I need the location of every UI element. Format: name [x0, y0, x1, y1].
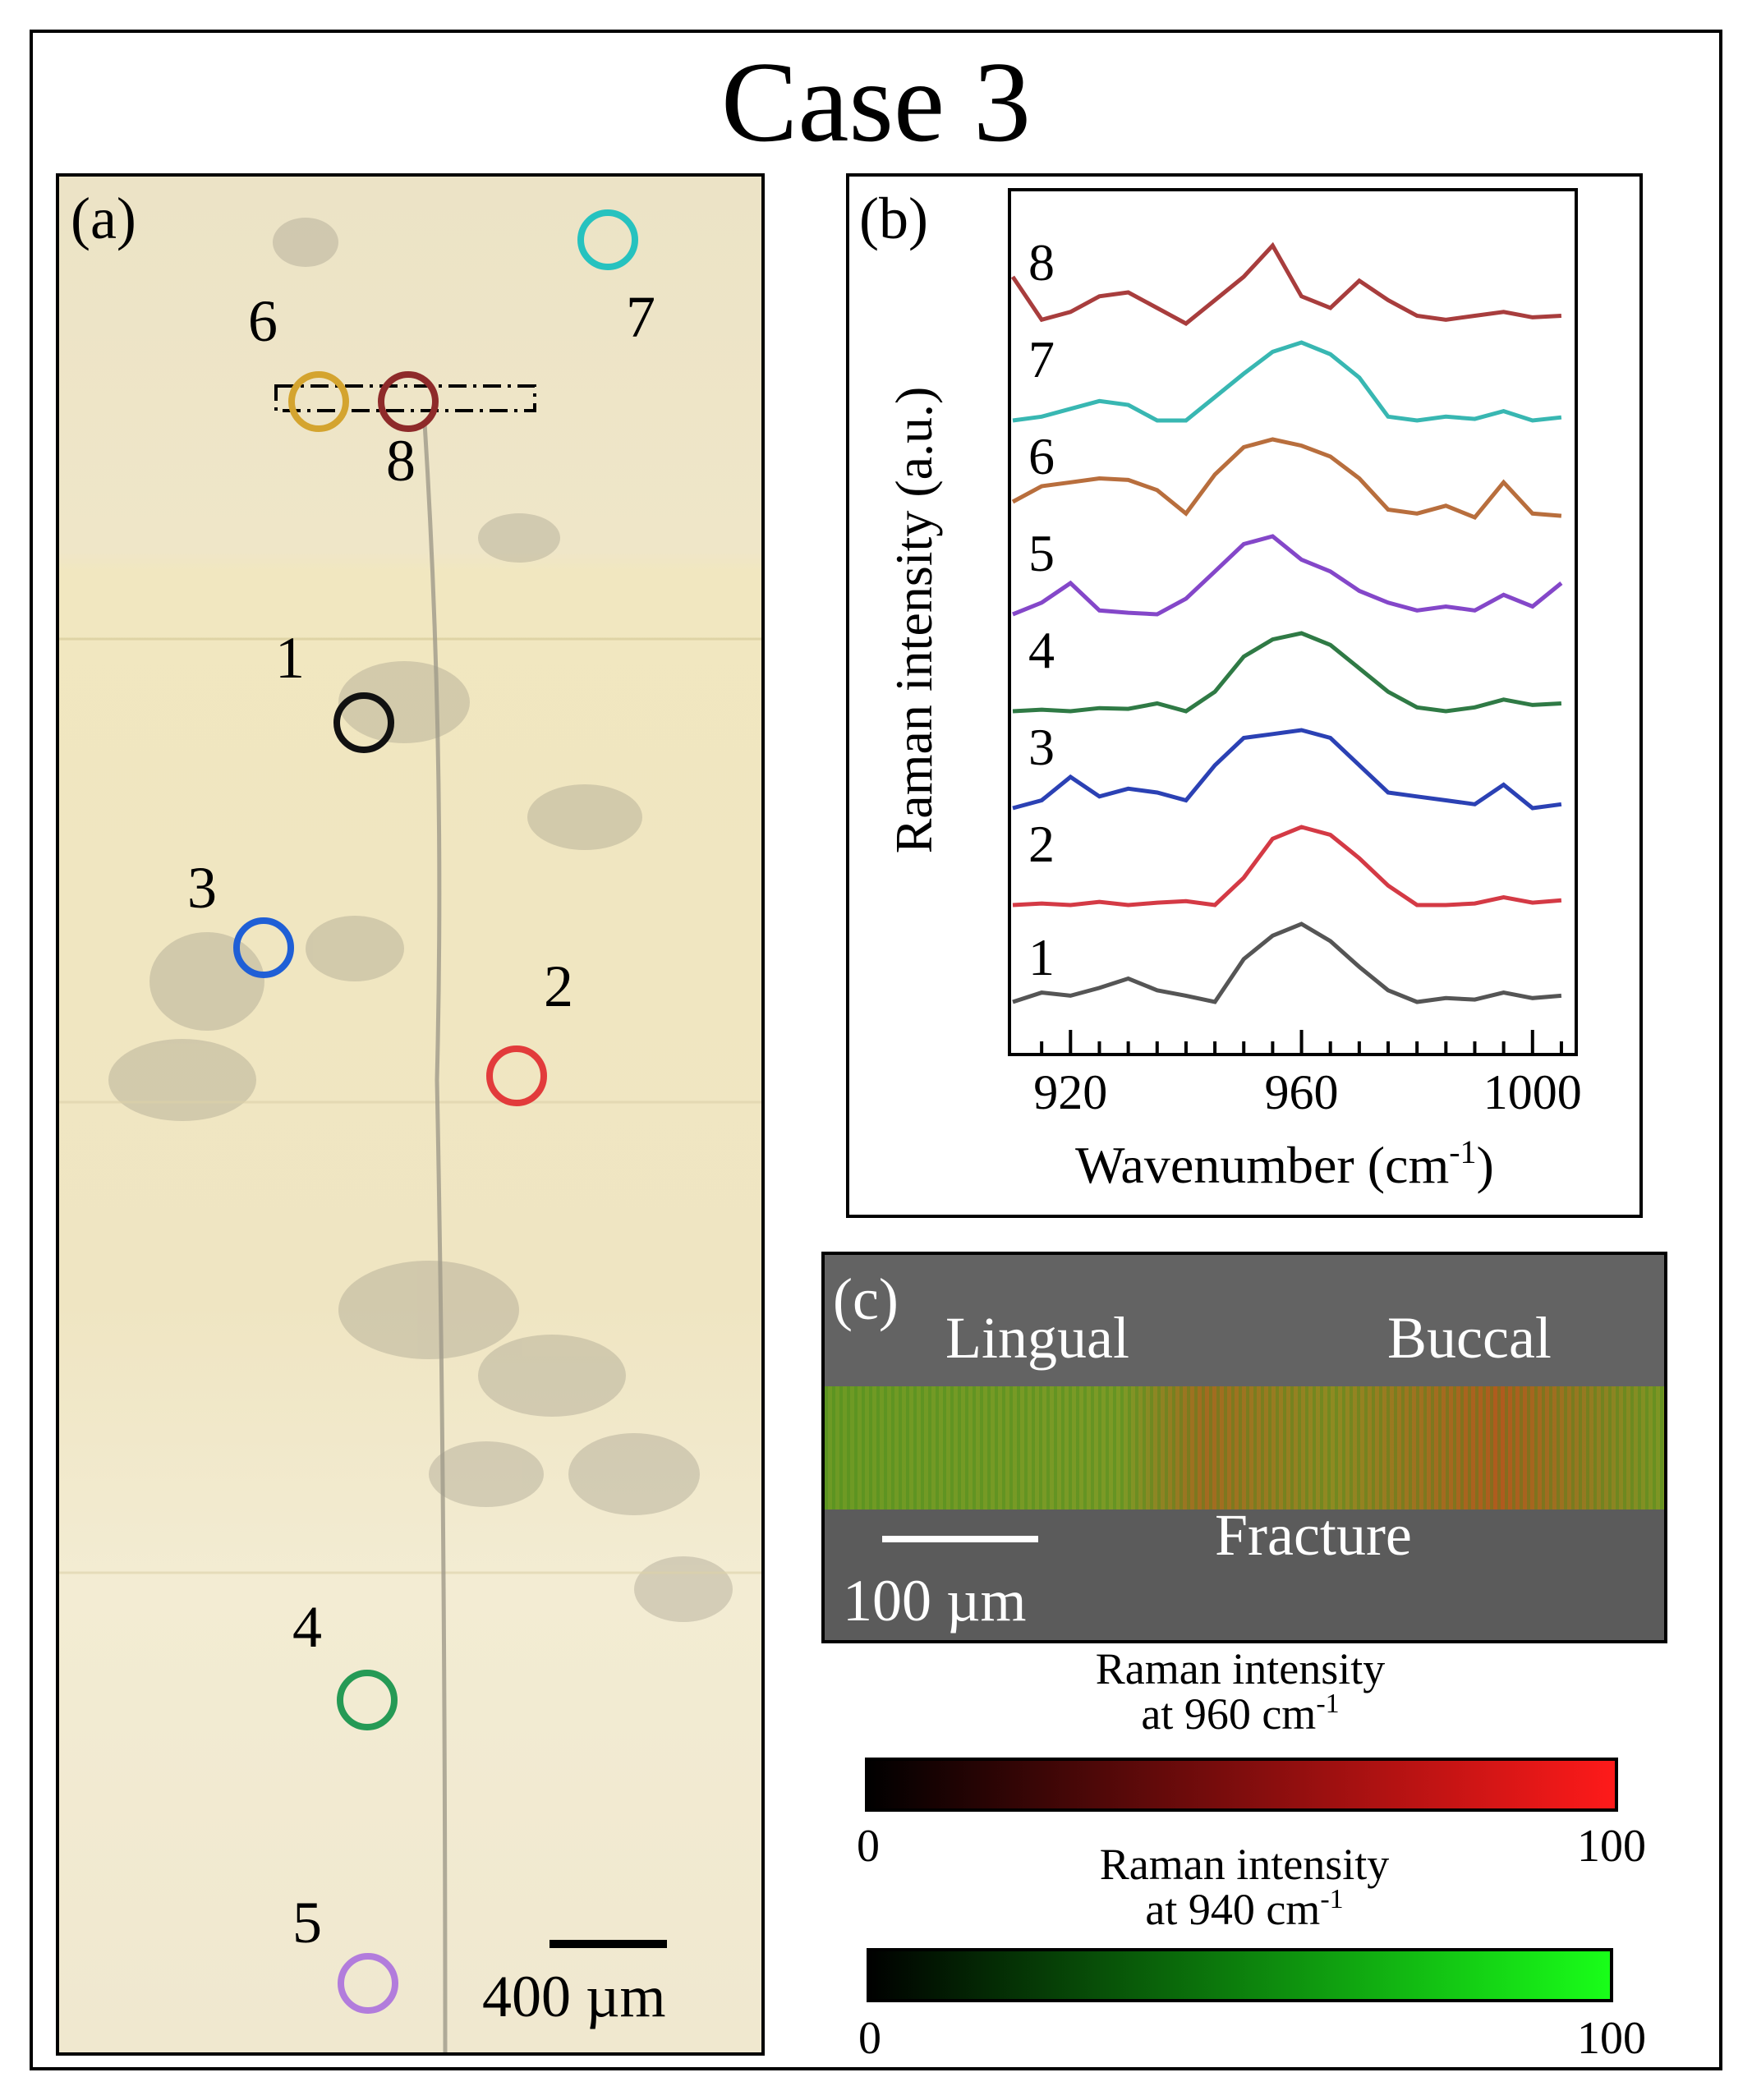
fracture-label: Fracture [1215, 1502, 1412, 1568]
spectrum-line-2 [1012, 825, 1562, 908]
spectrum-line-8 [1010, 241, 1562, 326]
point-8-marker [378, 371, 439, 432]
point-6-label: 6 [248, 288, 278, 354]
panel-b-label: (b) [859, 186, 928, 251]
spectrum-line-5 [1012, 534, 1563, 617]
spectrum-line-7 [1012, 340, 1562, 423]
point-4-label: 4 [292, 1594, 322, 1660]
figure-title: Case 3 [720, 39, 1032, 166]
red-bar-title-1: Raman intensity [1096, 1651, 1385, 1693]
panel-c-label: (c) [833, 1266, 899, 1332]
panel-a-scale-label: 400 µm [482, 1964, 666, 2029]
line-scan-box [274, 384, 536, 412]
spectrum-label-4: 4 [1028, 621, 1055, 679]
point-2-label: 2 [544, 954, 573, 1019]
spectrum-line-1 [1012, 921, 1562, 1004]
red-bar-min: 0 [857, 1821, 880, 1872]
buccal-label: Buccal [1387, 1305, 1552, 1371]
x-tick-label-920: 920 [1033, 1065, 1107, 1119]
red-bar-title-2: at 960 cm-1 [1141, 1689, 1339, 1739]
green-bar-min: 0 [858, 2013, 881, 2064]
panel-c-map: (c) Lingual Buccal Fracture 100 µm [821, 1252, 1667, 1643]
spectrum-label-2: 2 [1028, 815, 1055, 873]
panel-b-spectra: (b) 1 2 3 4 5 6 7 8 920 960 1000 Raman intensity … [846, 173, 1643, 1218]
point-8-label: 8 [386, 428, 416, 494]
spectrum-line-4 [1012, 631, 1562, 714]
x-tick-label-960: 960 [1265, 1065, 1339, 1119]
point-5-marker [338, 1953, 398, 2014]
spectrum-label-1: 1 [1028, 928, 1055, 986]
point-5-label: 5 [292, 1890, 322, 1955]
panel-c-scale-label: 100 µm [843, 1568, 1027, 1634]
colorbar-legend: Raman intensity at 960 cm-1 0 100 Raman … [821, 1651, 1725, 2070]
point-7-marker [577, 209, 638, 270]
spectrum-label-7: 7 [1028, 330, 1055, 388]
spectrum-line-6 [1011, 437, 1562, 521]
lingual-label: Lingual [945, 1305, 1129, 1371]
point-1-label: 1 [275, 625, 305, 691]
point-3-label: 3 [187, 855, 217, 921]
panel-a-micrograph: (a) 6 7 8 1 3 2 4 5 400 µm [56, 173, 765, 2056]
spectrum-label-3: 3 [1028, 718, 1055, 776]
green-bar-title-2: at 940 cm-1 [1145, 1884, 1343, 1934]
figure-frame [30, 30, 1722, 2070]
point-1-marker [333, 692, 394, 753]
panel-a-label: (a) [71, 186, 136, 251]
y-axis-label: Raman intensity (a.u.) [885, 387, 943, 854]
point-6-marker [288, 371, 349, 432]
red-bar-max: 100 [1577, 1821, 1646, 1872]
point-2-marker [486, 1045, 547, 1106]
green-colorbar [867, 1948, 1613, 2002]
spectrum-line-3 [1012, 728, 1562, 811]
x-axis-label: Wavenumber (cm-1) [1075, 1133, 1494, 1194]
spectrum-label-8: 8 [1028, 233, 1055, 292]
green-bar-max: 100 [1577, 2013, 1646, 2064]
point-3-marker [233, 917, 294, 978]
x-tick-label-1000: 1000 [1483, 1065, 1582, 1119]
spectrum-label-5: 5 [1028, 524, 1055, 582]
point-7-label: 7 [626, 284, 655, 350]
plot-frame [1008, 188, 1578, 1056]
red-colorbar [865, 1758, 1618, 1812]
spectrum-label-6: 6 [1028, 427, 1055, 485]
green-bar-title-1: Raman intensity [1100, 1840, 1389, 1889]
point-4-marker [337, 1670, 398, 1730]
